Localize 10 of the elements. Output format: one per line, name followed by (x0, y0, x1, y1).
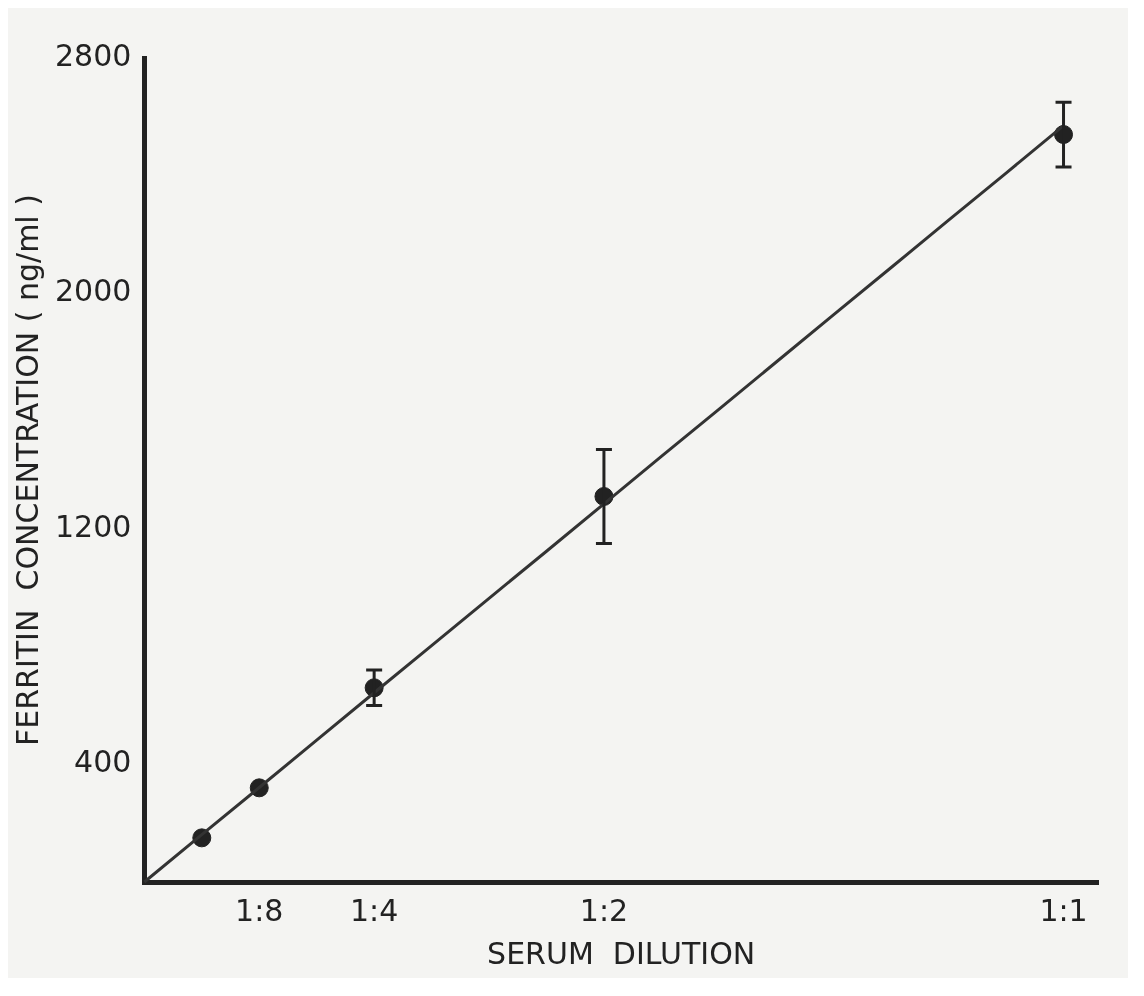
y-tick-label: 2800 (54, 37, 132, 73)
x-tick-label: 1:2 (579, 892, 629, 928)
y-tick-label: 400 (74, 744, 132, 780)
y-axis-title: FERRITIN CONCENTRATION ( ng/ml ) (9, 194, 45, 746)
x-tick-label: 1:8 (235, 892, 284, 928)
x-tick-label: 1:1 (1039, 892, 1088, 928)
y-tick-label: 2000 (54, 273, 132, 309)
x-tick-label: 1:4 (350, 892, 399, 928)
x-axis-title: SERUM DILUTION (487, 935, 756, 971)
y-tick-label: 1200 (54, 508, 132, 544)
